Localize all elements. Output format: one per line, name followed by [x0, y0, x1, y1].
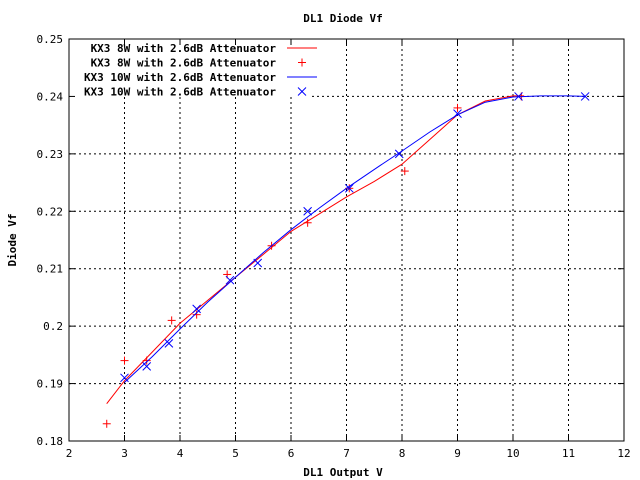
- data-point: [142, 356, 151, 365]
- chart-title: DL1 Diode Vf: [303, 12, 382, 25]
- data-point: [164, 339, 174, 348]
- legend-label: KX3 8W with 2.6dB Attenuator: [91, 42, 277, 55]
- legend: KX3 8W with 2.6dB Attenuator KX3 8W with …: [84, 42, 317, 99]
- x-marker-b: [514, 92, 523, 101]
- grid: [69, 39, 624, 441]
- legend-marker-sample: [297, 87, 307, 96]
- series-3: [120, 92, 590, 383]
- data-point: [120, 373, 129, 383]
- data-point: [192, 310, 201, 319]
- x-tick-label: 11: [562, 447, 575, 460]
- x-tick-label: 10: [506, 447, 519, 460]
- x-tick-label: 6: [288, 447, 295, 460]
- data-point: [225, 275, 235, 285]
- x-marker-b: [344, 183, 354, 193]
- x-marker-b: [164, 339, 174, 348]
- x-tick-label: 12: [617, 447, 630, 460]
- x-marker-b: [225, 275, 235, 285]
- y-tick-label: 0.24: [37, 90, 64, 103]
- y-axis-label: Diode Vf: [6, 214, 19, 267]
- legend-marker-sample: [298, 58, 306, 67]
- x-marker-b: [303, 206, 313, 216]
- series-1: [102, 92, 526, 428]
- legend-label: KX3 10W with 2.6dB Attenuator: [84, 86, 276, 99]
- y-tick-label: 0.22: [37, 205, 64, 218]
- data-point: [303, 218, 312, 227]
- y-tick-label: 0.19: [37, 378, 64, 391]
- data-point: [344, 183, 354, 193]
- data-point: [253, 258, 263, 268]
- data-point: [192, 304, 202, 314]
- x-marker-b: [120, 373, 129, 383]
- x-tick-label: 4: [177, 447, 184, 460]
- data-point: [394, 149, 404, 159]
- x-tick-label: 5: [232, 447, 239, 460]
- x-marker-b: [253, 258, 263, 268]
- y-tick-label: 0.18: [37, 435, 64, 448]
- data-point: [453, 103, 462, 112]
- x-marker-b: [297, 87, 307, 96]
- data-point: [142, 361, 152, 371]
- x-tick-label: 8: [399, 447, 406, 460]
- legend-label: KX3 8W with 2.6dB Attenuator: [91, 57, 277, 70]
- x-axis-label: DL1 Output V: [303, 466, 383, 479]
- y-tick-label: 0.21: [37, 263, 64, 276]
- x-marker-b: [580, 92, 590, 101]
- x-tick-label: 3: [121, 447, 128, 460]
- data-point: [167, 316, 176, 325]
- data-point: [303, 206, 313, 216]
- series-layer: [102, 92, 590, 428]
- x-tick-label: 2: [66, 447, 73, 460]
- data-point: [120, 356, 129, 365]
- x-tick-labels: 2 3 4 5 6 7 8 9 10 11 12: [66, 447, 631, 460]
- data-point: [453, 109, 462, 119]
- x-marker-b: [453, 109, 462, 119]
- data-point: [580, 92, 590, 101]
- y-tick-label: 0.23: [37, 148, 64, 161]
- x-marker-b: [142, 361, 152, 371]
- y-tick-label: 0.2: [43, 320, 63, 333]
- x-tick-label: 9: [454, 447, 461, 460]
- data-point: [400, 167, 409, 176]
- ticks: [68, 38, 625, 442]
- data-point: [514, 92, 523, 101]
- y-tick-label: 0.25: [37, 33, 64, 46]
- x-tick-label: 7: [343, 447, 350, 460]
- x-marker-b: [192, 304, 202, 314]
- y-tick-labels: 0.18 0.19 0.2 0.21 0.22 0.23 0.24 0.25: [37, 33, 64, 448]
- data-point: [102, 419, 111, 428]
- x-marker-b: [394, 149, 404, 159]
- legend-label: KX3 10W with 2.6dB Attenuator: [84, 71, 276, 84]
